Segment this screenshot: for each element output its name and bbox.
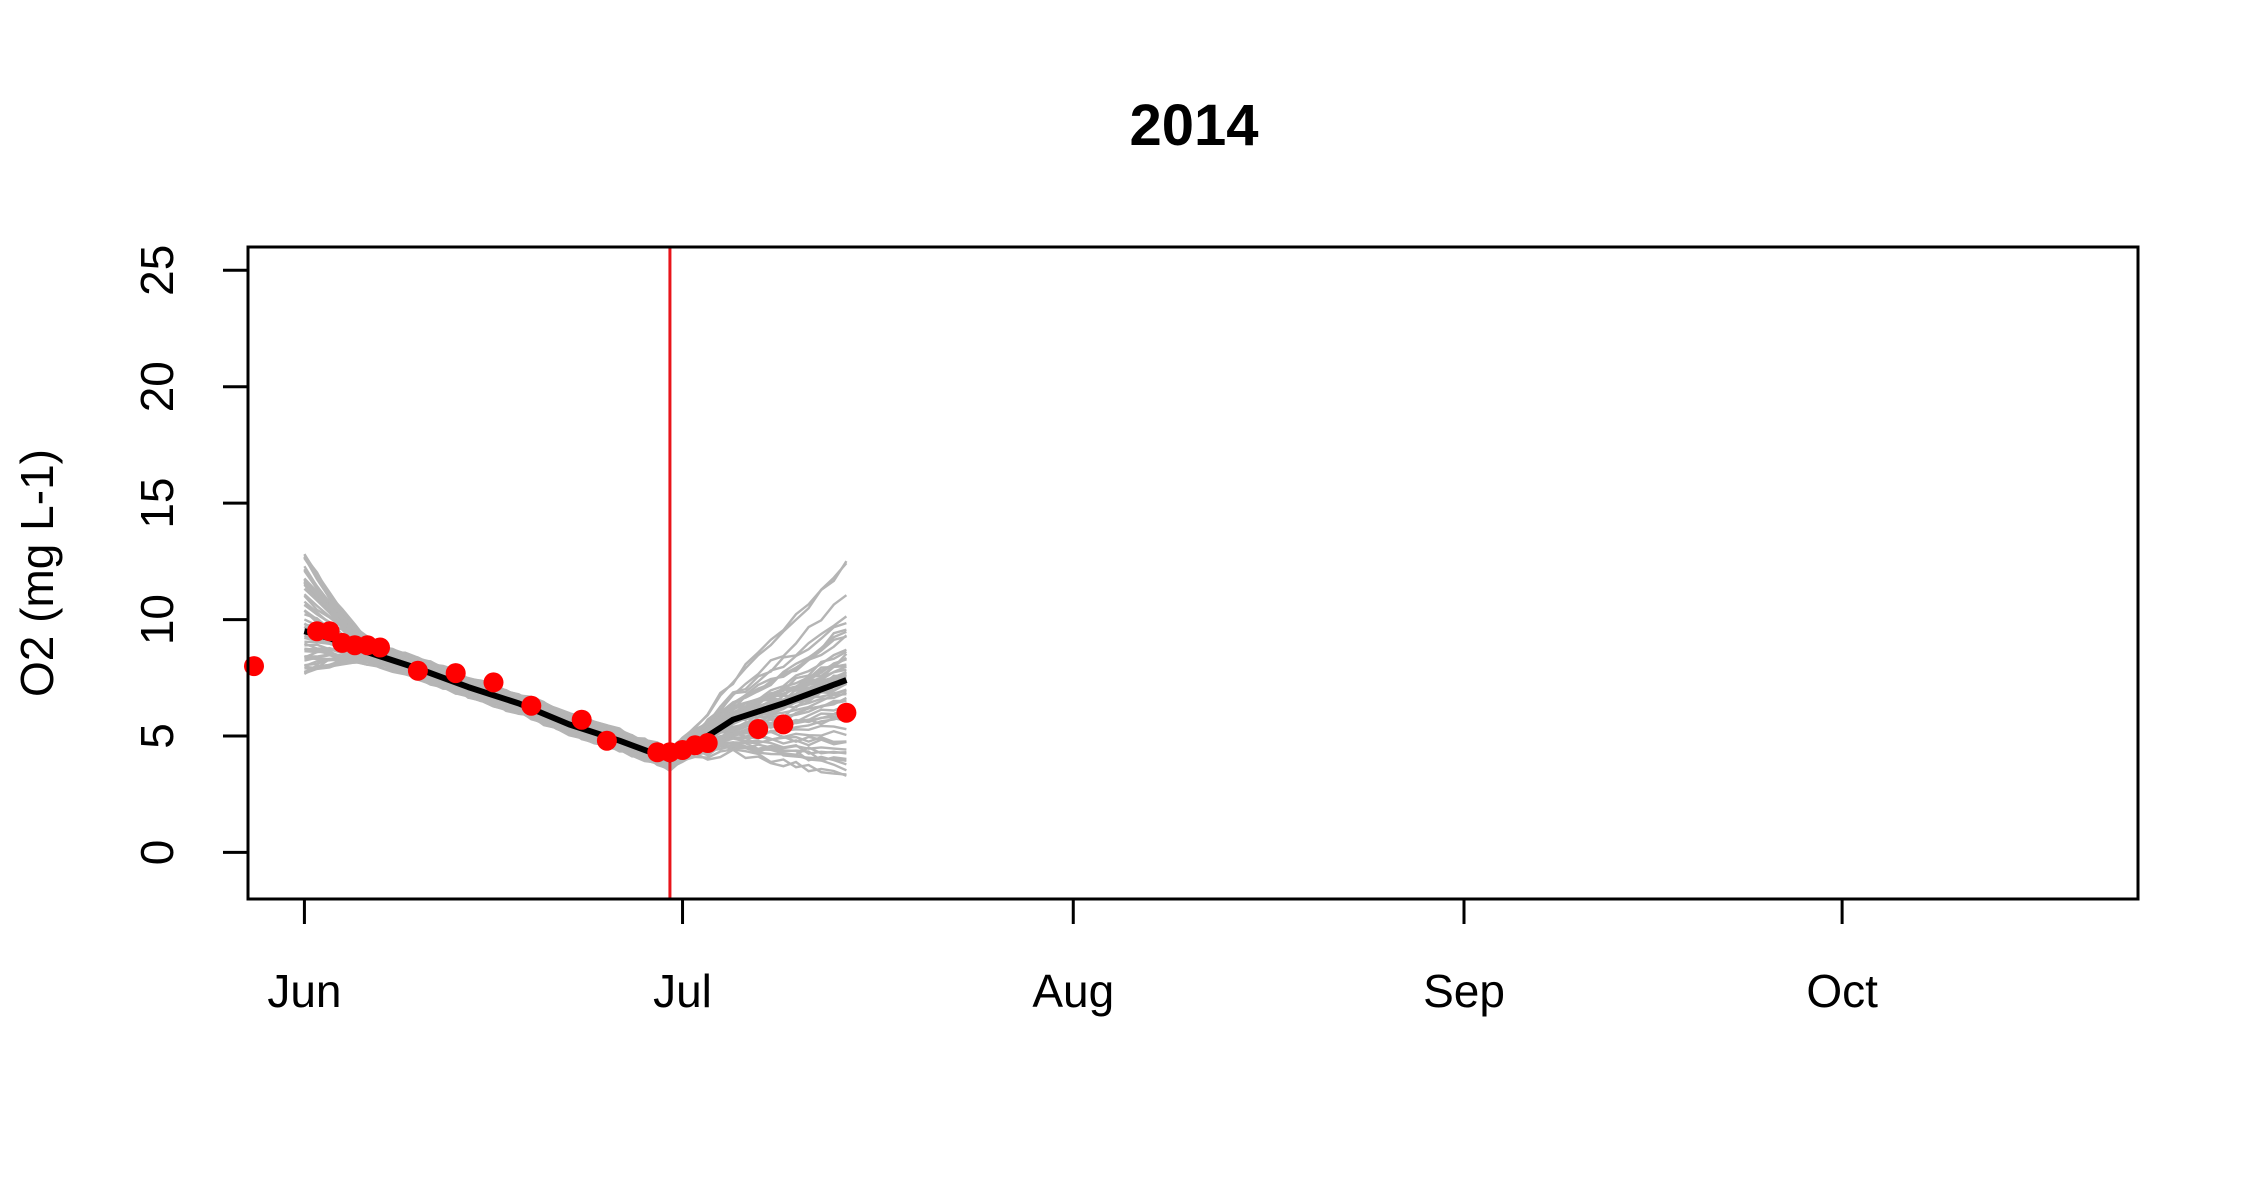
x-tick-label: Oct <box>1806 965 1878 1017</box>
ensemble-line <box>304 646 847 777</box>
observation-point <box>748 719 769 739</box>
axes: 0 5 10 15 20 25 Jun Jul Aug Sep Oct <box>131 245 1878 1017</box>
y-axis-label: O2 (mg L-1) <box>11 449 63 697</box>
ensemble-line <box>304 594 848 767</box>
y-tick-label: 10 <box>131 594 183 645</box>
observation-point <box>521 695 542 716</box>
y-tick-label: 0 <box>131 840 183 866</box>
observation-point <box>483 672 504 693</box>
x-tick-label: Aug <box>1032 965 1114 1017</box>
observation-point <box>370 637 390 658</box>
observation-point <box>319 621 340 642</box>
y-tick-label: 15 <box>131 478 183 529</box>
y-tick-label: 5 <box>131 723 183 749</box>
ensemble-lines <box>303 553 848 777</box>
observation-point <box>407 660 428 681</box>
observation-point <box>697 733 718 753</box>
x-tick-label: Sep <box>1423 965 1505 1017</box>
observation-point <box>571 709 592 730</box>
x-tick-label: Jun <box>267 965 341 1017</box>
x-tick-label: Jul <box>653 965 712 1017</box>
observation-point <box>773 714 794 735</box>
plot-frame <box>246 245 2140 901</box>
observation-point <box>836 702 857 723</box>
y-tick-label: 25 <box>131 245 183 296</box>
observation-points <box>244 621 857 763</box>
y-tick-label: 20 <box>131 361 183 412</box>
chart-title: 2014 <box>1129 93 1258 158</box>
observation-point <box>445 663 466 684</box>
observation-point <box>596 730 617 751</box>
